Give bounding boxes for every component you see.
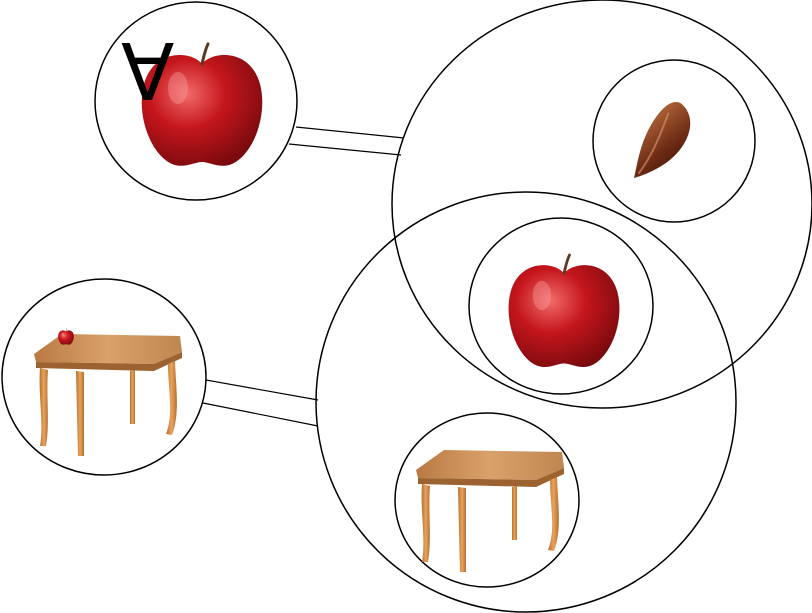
apple-on-table-circle bbox=[1, 278, 207, 476]
seed-circle bbox=[592, 59, 756, 223]
connector-table-to-set bbox=[202, 379, 319, 427]
table-set-circle bbox=[315, 191, 737, 613]
table-icon bbox=[34, 334, 182, 456]
seed-icon bbox=[634, 102, 691, 179]
universal-quantifier-symbol: ∀ bbox=[121, 29, 174, 119]
inner-table-circle bbox=[394, 412, 580, 588]
shared-apple-circle bbox=[468, 217, 654, 395]
universal-apple-circle bbox=[94, 1, 298, 201]
apple-icon bbox=[57, 328, 75, 345]
apple-set-circle bbox=[391, 0, 812, 409]
connector-apple-to-set bbox=[288, 126, 405, 156]
apple-icon bbox=[507, 253, 621, 369]
table-icon bbox=[416, 450, 564, 572]
